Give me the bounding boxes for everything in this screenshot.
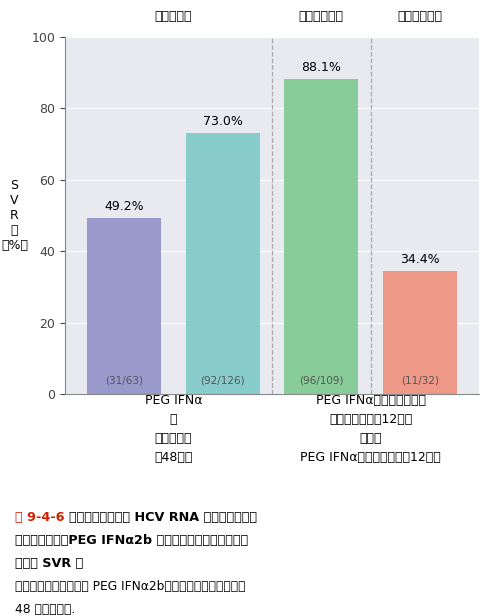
Text: 前治療無効群: 前治療無効群	[397, 10, 443, 23]
Y-axis label: S
V
R
率
（%）: S V R 率 （%）	[1, 179, 28, 252]
Text: 遺伝子型１型・高 HCV RNA 量症例に対する: 遺伝子型１型・高 HCV RNA 量症例に対する	[69, 511, 257, 524]
Text: PEG IFNα
＋
リバビリン
（48週）: PEG IFNα ＋ リバビリン （48週）	[145, 394, 202, 464]
Text: (31/63): (31/63)	[105, 375, 143, 386]
Text: 49.2%: 49.2%	[104, 200, 144, 213]
Text: 88.1%: 88.1%	[301, 61, 341, 74]
Text: (11/32): (11/32)	[401, 375, 439, 386]
Bar	[186, 134, 259, 394]
Text: 初回治療は３剤併用と PEG IFNα2b＋リバビリン２剤による: 初回治療は３剤併用と PEG IFNα2b＋リバビリン２剤による	[15, 580, 246, 593]
Text: PEG IFNα＋リバビリン＋
テラプレビル（12週）
プラス
PEG IFNα＋リバビリン（12週）: PEG IFNα＋リバビリン＋ テラプレビル（12週） プラス PEG IFNα…	[300, 394, 441, 464]
Text: 48 週間の比較.: 48 週間の比較.	[15, 604, 75, 616]
Text: (92/126): (92/126)	[200, 375, 245, 386]
Text: 験での SVR 率: 験での SVR 率	[15, 557, 83, 570]
Text: 73.0%: 73.0%	[203, 115, 243, 128]
Bar	[284, 79, 358, 394]
Text: 初回治療群: 初回治療群	[155, 10, 192, 23]
Text: (96/109): (96/109)	[299, 375, 343, 386]
Text: 34.4%: 34.4%	[400, 253, 440, 266]
Bar	[383, 271, 457, 394]
Text: 治療後再燃群: 治療後再燃群	[299, 10, 344, 23]
Bar	[87, 219, 161, 394]
Text: テラプレビル，PEG IFNα2b とリバビリン併用の開発治: テラプレビル，PEG IFNα2b とリバビリン併用の開発治	[15, 534, 248, 548]
Text: 図 9-4-6: 図 9-4-6	[15, 511, 69, 524]
